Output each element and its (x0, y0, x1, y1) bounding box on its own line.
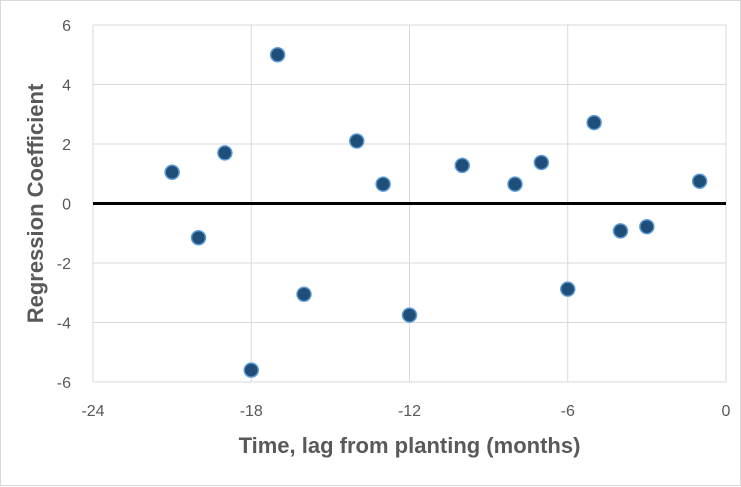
data-point (691, 173, 708, 189)
y-tick-label: -6 (57, 375, 71, 392)
data-point (349, 133, 365, 149)
data-point (269, 47, 286, 63)
data-point-layer (164, 47, 708, 378)
y-tick-label: -2 (57, 256, 71, 273)
tick-label-layer: -6 -4 -2 0 2 4 6 -24 -18 -12 -6 0 (57, 18, 731, 420)
x-tick-label: -12 (398, 403, 421, 420)
y-tick-label: 6 (62, 18, 71, 35)
data-point (375, 176, 391, 192)
x-tick-label: -24 (81, 403, 104, 420)
y-tick-label: 0 (62, 197, 71, 214)
x-axis-title: Time, lag from planting (months) (239, 433, 581, 458)
data-point (217, 145, 233, 161)
y-axis-title: Regression Coefficient (23, 83, 48, 323)
grid-layer (92, 24, 727, 383)
data-point (454, 157, 470, 174)
data-point (586, 114, 602, 131)
y-tick-label: 4 (62, 78, 71, 95)
data-point (612, 223, 629, 239)
y-tick-label: 2 (62, 137, 71, 154)
x-tick-label: 0 (722, 403, 731, 420)
data-point (401, 307, 418, 323)
data-point (533, 154, 550, 171)
x-tick-label: -6 (561, 403, 575, 420)
x-tick-label: -18 (240, 403, 263, 420)
y-tick-label: -4 (57, 316, 71, 333)
data-point (560, 281, 576, 297)
data-point (296, 286, 312, 302)
data-point (190, 229, 207, 246)
data-point (507, 176, 523, 192)
data-point (164, 164, 180, 181)
data-point (243, 362, 259, 378)
data-point (639, 218, 655, 235)
